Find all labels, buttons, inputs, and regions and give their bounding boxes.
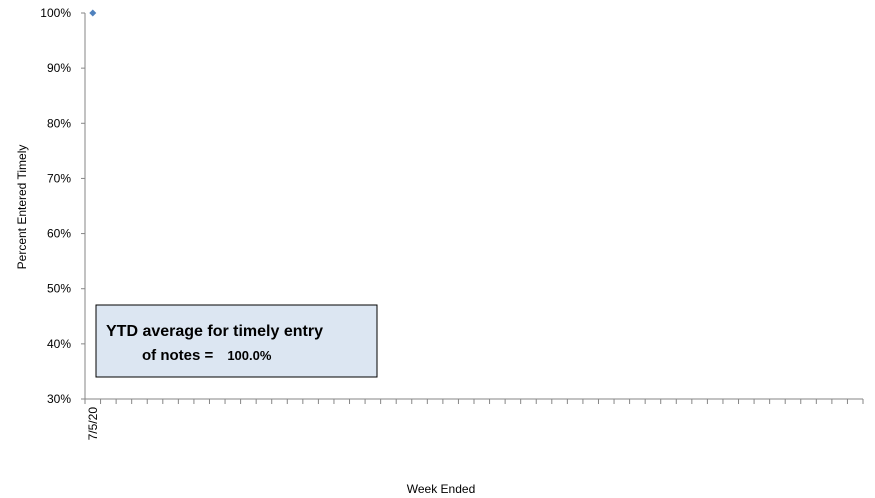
x-tick-label: 7/5/20 [86,407,100,441]
y-tick-label: 70% [47,171,71,185]
x-axis-title: Week Ended [407,482,476,496]
y-axis: 30% 40% 50% 60% 70% 80% 90% 100% [40,6,86,406]
y-tick-label: 80% [47,116,71,130]
y-tick-label: 30% [47,392,71,406]
y-tick-label: 90% [47,61,71,75]
y-axis-title: Percent Entered Timely [15,145,29,270]
ytd-annotation: YTD average for timely entry of notes = … [95,304,378,378]
y-tick-label: 40% [47,337,71,351]
x-axis: 7/5/20 [84,398,864,441]
annotation-value: 100.0% [227,348,272,363]
annotation-line-2-label: of notes = [142,347,217,364]
data-points [89,9,97,17]
data-point [89,9,97,17]
y-tick-label: 60% [47,227,71,241]
annotation-line-2: of notes = 100.0% [142,347,272,364]
y-tick-label: 100% [40,6,71,20]
y-tick-label: 50% [47,282,71,296]
annotation-box [95,304,378,378]
annotation-line-1: YTD average for timely entry [106,323,323,340]
